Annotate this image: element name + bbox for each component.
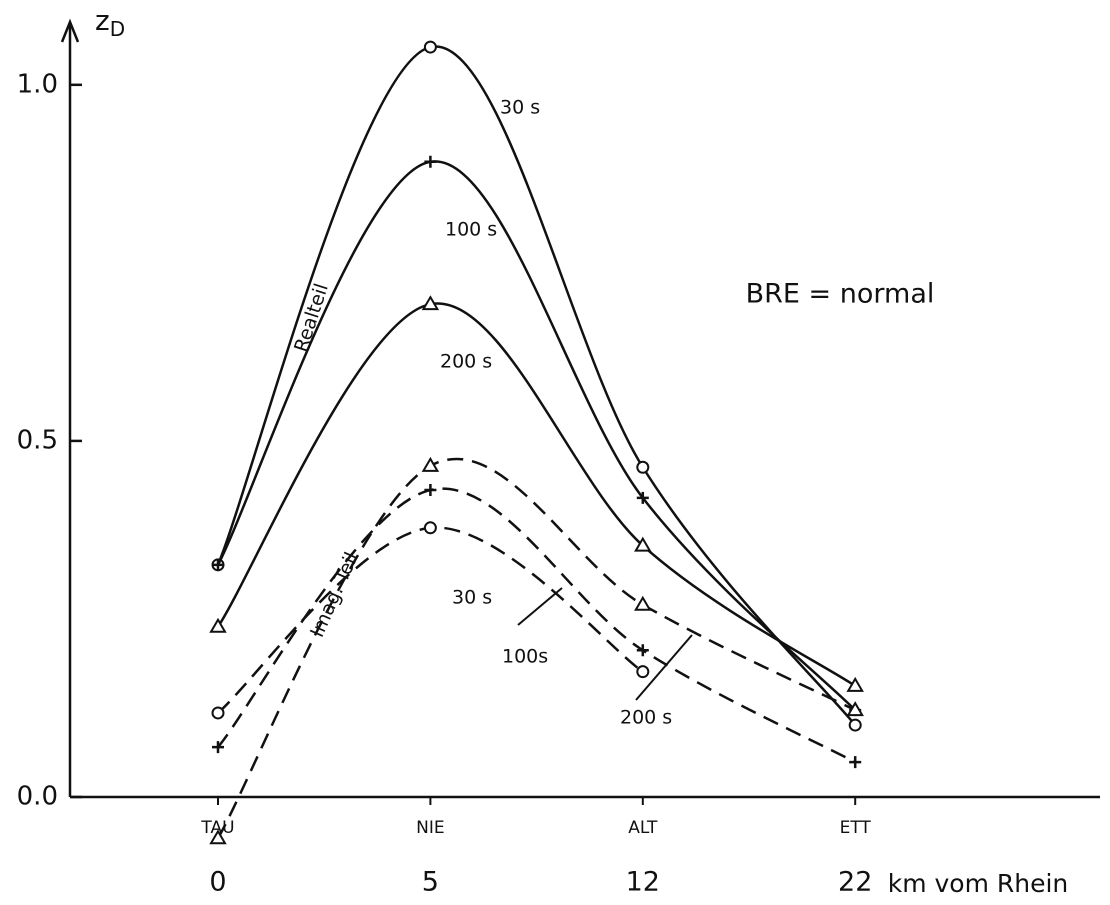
marker — [212, 558, 224, 571]
series-label: 30 s — [500, 97, 540, 119]
series-line — [217, 526, 644, 714]
x-tick-label: ETT — [840, 818, 872, 838]
leader-line — [517, 587, 563, 626]
x-km-label: 0 — [209, 867, 226, 898]
y-tick-label: 0.0 — [17, 782, 58, 812]
annotation: BRE = normal — [746, 279, 935, 310]
marker — [421, 456, 440, 472]
series-label: 100s — [502, 646, 548, 668]
marker — [209, 829, 227, 845]
leader-line — [635, 634, 693, 701]
series-label: 200 s — [440, 351, 492, 373]
marker — [634, 536, 652, 552]
marker — [636, 491, 649, 504]
series-label: 200 s — [620, 707, 672, 729]
marker — [212, 741, 224, 754]
x-km-label: 5 — [422, 867, 439, 898]
series-label: 30 s — [452, 587, 492, 609]
marker — [424, 484, 437, 497]
marker — [423, 40, 437, 54]
series-line — [216, 457, 856, 839]
x-km-label: 12 — [626, 867, 660, 898]
marker — [846, 701, 864, 717]
y-axis-label: zD — [95, 4, 125, 41]
x-km-label: 22 — [838, 867, 872, 898]
series-line — [216, 160, 857, 711]
series-line — [216, 302, 856, 687]
marker — [423, 521, 437, 535]
marker — [211, 706, 225, 720]
y-tick-label: 1.0 — [17, 69, 58, 99]
marker — [849, 756, 862, 769]
marker — [421, 295, 440, 311]
marker — [634, 595, 652, 611]
y-axis-arrow — [60, 18, 80, 43]
y-tick-label: 0.5 — [17, 425, 58, 455]
x-axis-label: km vom Rhein — [888, 869, 1069, 898]
x-tick-label: NIE — [416, 818, 444, 838]
marker — [636, 665, 650, 679]
series-line — [216, 45, 857, 726]
marker — [209, 617, 227, 633]
x-tick-label: ALT — [628, 818, 658, 838]
marker — [636, 460, 650, 474]
marker — [424, 155, 437, 168]
series-line — [217, 487, 856, 764]
x-tick-label: TAU — [200, 818, 234, 838]
marker — [846, 676, 864, 692]
marker — [848, 718, 862, 732]
series-label: 100 s — [445, 219, 497, 241]
marker — [636, 644, 649, 657]
